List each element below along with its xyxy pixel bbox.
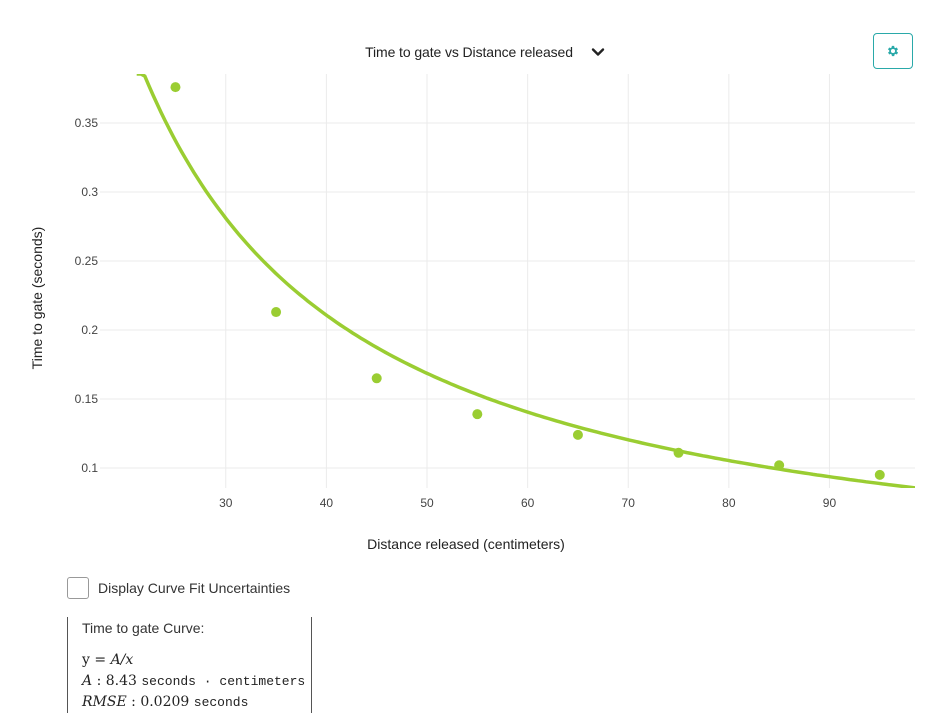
uncertainties-label[interactable]: Display Curve Fit Uncertainties	[98, 580, 291, 596]
y-tick-label: 0.2	[81, 323, 98, 337]
data-point[interactable]	[371, 373, 382, 384]
fit-param-value: 8.43	[105, 673, 137, 689]
y-tick-label: 0.1	[81, 461, 98, 475]
y-axis-title: Time to gate (seconds)	[29, 227, 45, 370]
data-points	[170, 82, 885, 480]
fit-equation-y: y	[82, 652, 90, 668]
x-axis-title: Distance released (centimeters)	[367, 536, 565, 552]
x-tick-label: 30	[219, 496, 233, 510]
x-tick-label: 70	[622, 496, 636, 510]
fit-curve	[136, 74, 915, 488]
data-point[interactable]	[572, 429, 583, 440]
x-tick-label: 40	[320, 496, 334, 510]
chart-title-row: Time to gate vs Distance released	[0, 40, 930, 64]
fit-curve-layer	[136, 74, 915, 488]
fit-param-name: A	[82, 673, 93, 689]
fit-equation-rhs: A/x	[110, 652, 134, 668]
data-point[interactable]	[271, 307, 282, 318]
y-tick-labels: 0.1 0.15 0.2 0.25 0.3 0.35	[75, 116, 99, 475]
curve-fit-panel: Time to gate Curve: y = A/x A : 8.43 sec…	[67, 617, 312, 713]
curve-fit-results: y = A/x A : 8.43 seconds · centimeters R…	[82, 650, 311, 713]
chart-selector-dropdown[interactable]: Time to gate vs Distance released	[365, 44, 605, 60]
gear-icon	[887, 45, 899, 57]
uncertainties-checkbox[interactable]	[67, 577, 89, 599]
fit-rmse-value: 0.0209	[140, 694, 190, 710]
chart-selector-label: Time to gate vs Distance released	[365, 44, 573, 60]
fit-rmse-units: seconds	[193, 695, 249, 710]
y-tick-label: 0.35	[75, 116, 99, 130]
chevron-down-icon	[591, 48, 605, 56]
fit-rmse: RMSE : 0.0209 seconds	[82, 694, 249, 710]
fit-equation: y = A/x	[82, 652, 134, 668]
data-point[interactable]	[874, 469, 885, 480]
chart: 30 40 50 60 70 80 90 0.1 0.15 0.2 0.25 0.3 0.35 Dis…	[29, 74, 915, 552]
y-tick-label: 0.25	[75, 254, 99, 268]
x-tick-labels: 30 40 50 60 70 80 90	[219, 496, 836, 510]
data-point[interactable]	[673, 447, 684, 458]
uncertainties-option: Display Curve Fit Uncertainties	[67, 577, 290, 599]
x-tick-label: 80	[722, 496, 736, 510]
curve-fit-title: Time to gate Curve:	[82, 620, 205, 636]
fit-parameter: A : 8.43 seconds · centimeters	[82, 673, 306, 689]
data-point[interactable]	[774, 460, 785, 471]
data-point[interactable]	[472, 409, 483, 420]
fit-rmse-name: RMSE	[82, 694, 127, 710]
gridlines	[100, 74, 915, 488]
y-tick-label: 0.15	[75, 392, 99, 406]
fit-param-units: seconds · centimeters	[141, 674, 306, 689]
x-tick-label: 60	[521, 496, 535, 510]
x-tick-label: 90	[823, 496, 837, 510]
y-tick-label: 0.3	[81, 185, 98, 199]
data-point[interactable]	[170, 82, 181, 93]
settings-button[interactable]	[873, 33, 913, 69]
x-tick-label: 50	[420, 496, 434, 510]
